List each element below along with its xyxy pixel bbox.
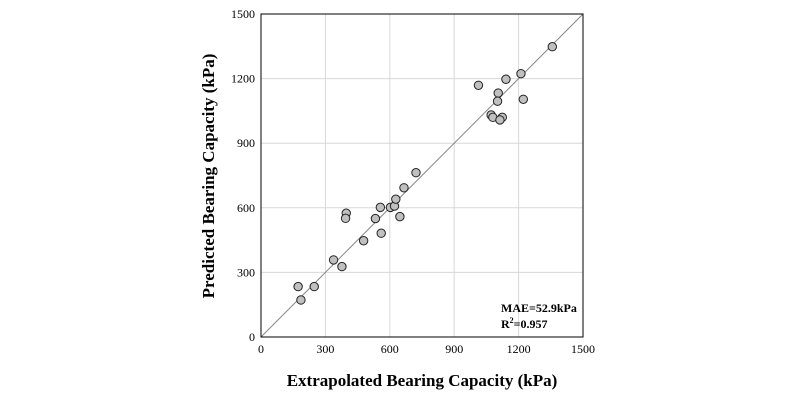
data-point [309,281,319,292]
data-point [495,115,505,125]
data-point [337,261,347,272]
x-tick-label: 900 [445,342,463,356]
y-tick-label: 600 [237,201,255,215]
x-tick-label: 1200 [507,342,531,356]
y-tick-label: 1500 [231,7,255,21]
x-tick-label: 600 [381,342,399,356]
data-point [547,42,558,52]
data-point [492,96,503,106]
data-point [358,236,369,246]
identity-line [260,13,584,338]
data-point [411,168,421,178]
data-point [516,68,526,79]
data-point [375,202,386,213]
plot-frame [260,13,584,338]
r2-annotation: R2=0.957 [501,316,548,331]
data-point [493,88,503,98]
data-point [501,74,511,84]
data-point [473,80,484,90]
data-point [340,213,351,224]
mae-annotation: MAE=52.9kPa [501,301,577,315]
data-point [399,183,409,193]
data-point [518,94,529,104]
points [293,42,558,305]
y-tick-label: 900 [237,136,255,150]
data-point [296,295,306,305]
data-point [328,255,339,265]
data-point [376,228,386,238]
y-axis-label: Predicted Bearing Capacity (kPa) [199,54,218,299]
y-tick-label: 300 [237,265,255,279]
x-tick-label: 300 [316,342,334,356]
y-tick-label: 1200 [231,72,255,86]
data-point [370,213,381,224]
y-tick-label: 0 [249,330,255,344]
x-tick-label: 1500 [571,342,595,356]
x-tick-label: 0 [258,342,264,356]
data-point [293,281,303,292]
tick-labels: 0 300 600 900 1200 1500 0 300 600 900 1200 1500 [231,7,595,356]
data-point [395,211,405,222]
data-point [391,194,401,204]
x-axis-label: Extrapolated Bearing Capacity (kPa) [287,371,558,390]
